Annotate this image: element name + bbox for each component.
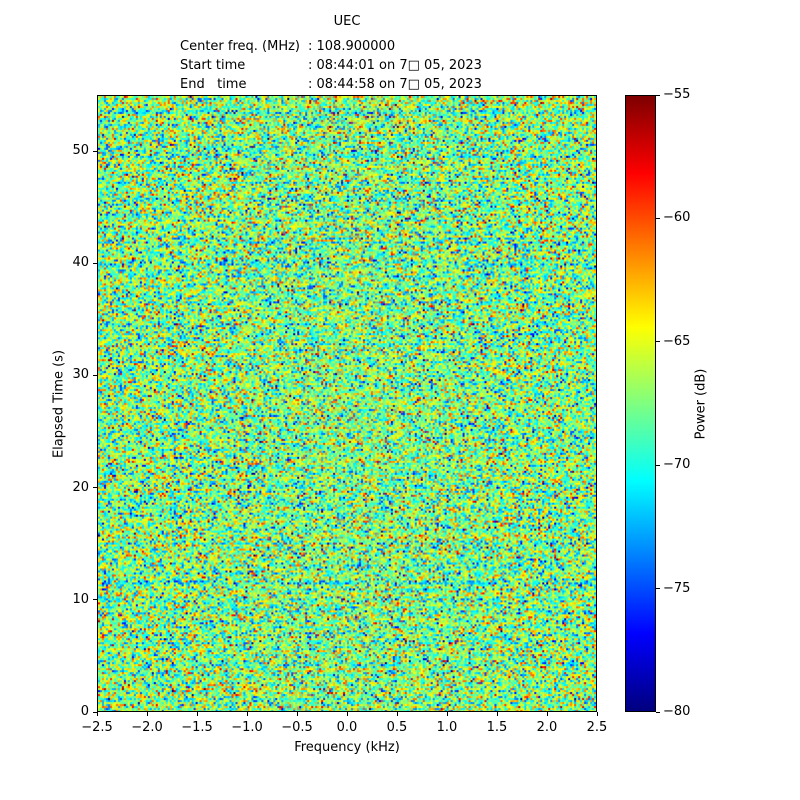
chart-title: UEC [333,14,361,29]
header-value: : 08:44:01 on 7□ 05, 2023 [308,58,482,73]
x-tick-label: 1.0 [436,720,458,735]
y-tick-label: 40 [72,255,89,271]
colorbar-tick-label: −65 [663,333,691,349]
colorbar-tick-label: −60 [663,210,691,226]
header-line: Start time : 08:44:01 on 7□ 05, 2023 [180,56,482,75]
colorbar-tick-label: −70 [663,457,691,473]
plot-area [97,95,597,712]
y-tick-label: 20 [72,479,89,495]
colorbar-tick-mark [656,588,660,590]
x-tick-mark [596,712,598,716]
colorbar-tick-mark [656,94,660,96]
colorbar-gradient-canvas [626,96,655,711]
y-tick-mark [93,374,97,376]
heatmap-canvas [98,96,596,711]
x-tick-label: 1.5 [486,720,508,735]
y-tick-label: 0 [80,704,89,719]
x-tick-label: 2.5 [586,720,608,735]
x-tick-label: 0.5 [386,720,408,735]
x-tick-label: −0.5 [281,720,313,735]
x-tick-mark [296,712,298,716]
x-tick-mark [246,712,248,716]
y-tick-mark [93,262,97,264]
header-label: End time [180,77,247,92]
colorbar-tick-mark [656,341,660,343]
colorbar-tick-mark [656,464,660,466]
x-tick-mark [546,712,548,716]
colorbar-tick-label: −75 [663,580,691,596]
header-label: Start time [180,58,246,73]
y-tick-label: 30 [72,367,89,383]
chart-header: Center freq. (MHz) : 108.900000 Start time… [180,37,482,94]
x-tick-label: 0.0 [336,720,358,735]
colorbar-tick-label: −80 [663,704,691,719]
x-tick-label: −2.5 [81,720,113,735]
colorbar-tick-mark [656,711,660,713]
y-tick-mark [93,599,97,601]
x-axis-label: Frequency (kHz) [294,740,400,755]
y-tick-mark [93,150,97,152]
colorbar-label: Power (dB) [693,368,709,440]
x-tick-mark [196,712,198,716]
x-tick-mark [496,712,498,716]
x-tick-label: −1.0 [231,720,263,735]
x-tick-label: −2.0 [131,720,163,735]
header-label: Center freq. (MHz) [180,39,300,54]
header-value: : 108.900000 [308,39,396,54]
x-tick-mark [346,712,348,716]
y-tick-label: 50 [72,143,89,159]
colorbar [625,95,656,712]
x-tick-mark [146,712,148,716]
header-value: : 08:44:58 on 7□ 05, 2023 [308,77,482,92]
x-tick-mark [396,712,398,716]
x-tick-label: 2.0 [536,720,558,735]
y-tick-mark [93,487,97,489]
x-tick-label: −1.5 [181,720,213,735]
header-line: Center freq. (MHz) : 108.900000 [180,37,482,56]
header-line: End time : 08:44:58 on 7□ 05, 2023 [180,75,482,94]
colorbar-tick-label: −55 [663,87,691,102]
y-tick-mark [93,711,97,713]
colorbar-tick-mark [656,217,660,219]
y-tick-label: 10 [72,591,89,607]
x-tick-mark [446,712,448,716]
x-tick-mark [96,712,98,716]
